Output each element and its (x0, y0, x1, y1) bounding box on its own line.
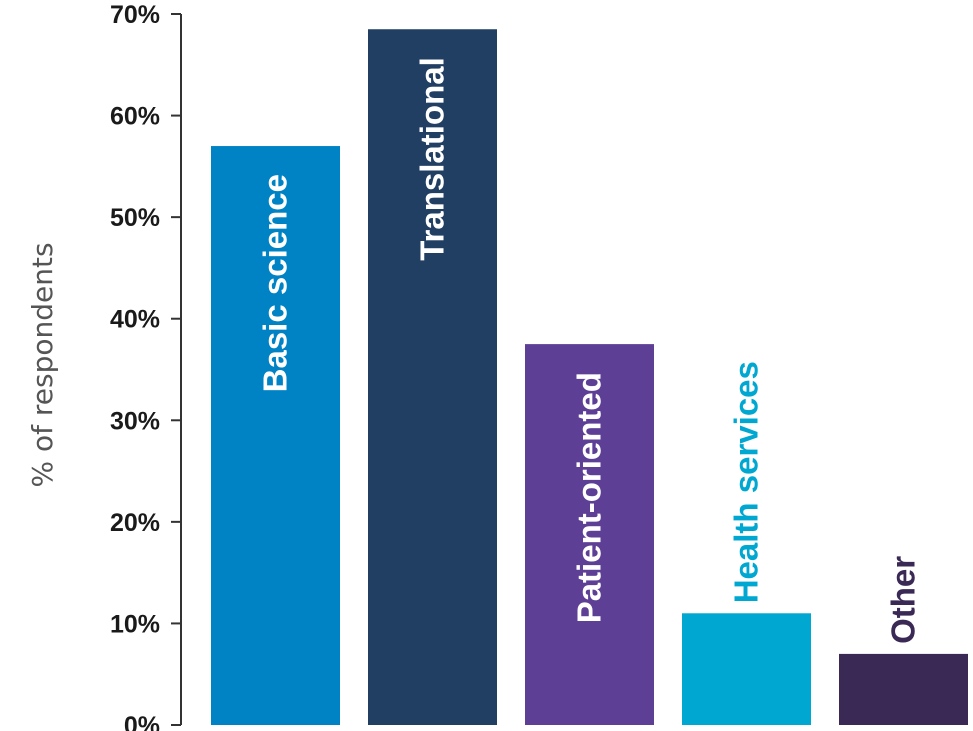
bar (682, 613, 811, 725)
y-axis-label: % of respondents (26, 242, 59, 487)
bar (839, 653, 968, 725)
bar (368, 29, 497, 725)
bar-label: Other (885, 556, 922, 644)
y-tick-label: 60% (110, 103, 160, 131)
y-tick-label: 10% (110, 610, 160, 638)
bar-labels: Basic science Translational Patient-orient… (257, 57, 922, 644)
y-axis: 0% 10% 20% 30% 40% 50% 60% 70% (110, 1, 182, 731)
bar-label: Basic science (257, 174, 294, 392)
y-tick-label: 30% (110, 407, 160, 435)
bar (211, 146, 340, 726)
y-tick-label: 40% (110, 306, 160, 334)
bar-label: Health services (728, 361, 765, 603)
y-tick-label: 50% (110, 204, 160, 232)
bar (525, 344, 654, 725)
y-tick-label: 70% (110, 1, 160, 29)
y-tick-label: 20% (110, 509, 160, 537)
y-tick-label: 0% (124, 712, 160, 731)
bar-label: Patient-oriented (571, 372, 608, 623)
bars (211, 29, 968, 726)
bar-label: Translational (414, 57, 451, 261)
